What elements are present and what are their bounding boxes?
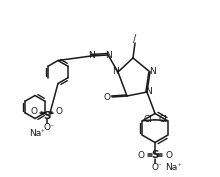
Text: Cl: Cl [143, 115, 152, 124]
Text: Cl: Cl [158, 115, 167, 124]
Text: Na: Na [165, 163, 177, 172]
Text: O: O [31, 107, 37, 116]
Text: O: O [165, 151, 172, 160]
Text: O: O [55, 107, 62, 116]
Text: S: S [151, 150, 159, 161]
Text: ⁺: ⁺ [177, 164, 181, 170]
Text: /: / [133, 34, 137, 44]
Text: N: N [150, 67, 156, 76]
Text: ⁻: ⁻ [49, 122, 53, 132]
Text: N: N [112, 67, 118, 76]
Text: O: O [138, 151, 145, 160]
Text: O: O [44, 124, 51, 133]
Text: ⁻: ⁻ [157, 164, 161, 170]
Text: Na: Na [29, 130, 41, 138]
Text: N: N [88, 52, 94, 61]
Text: N: N [105, 50, 111, 59]
Text: N: N [146, 87, 152, 96]
Text: O: O [152, 163, 158, 172]
Text: ⁺: ⁺ [40, 130, 44, 136]
Text: S: S [43, 111, 51, 121]
Text: O: O [103, 93, 110, 101]
